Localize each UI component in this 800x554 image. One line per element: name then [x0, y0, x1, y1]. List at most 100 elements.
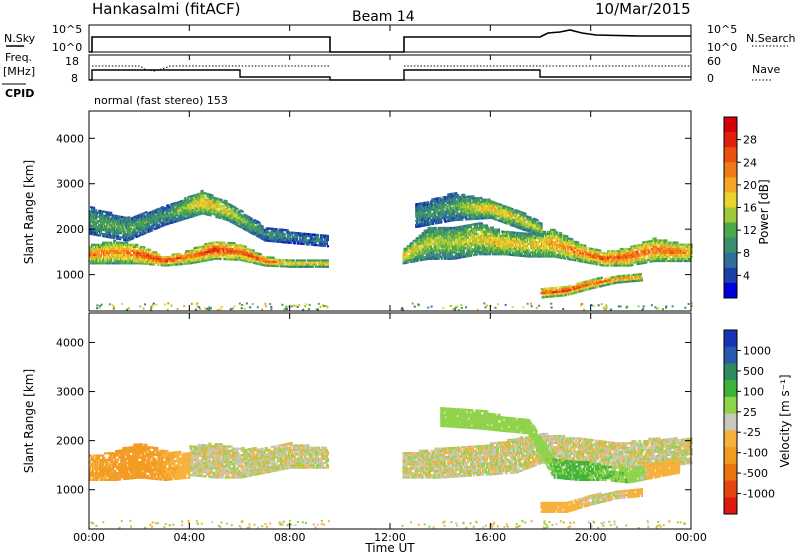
power-cell	[524, 238, 528, 241]
power-cell	[459, 242, 462, 245]
power-cell	[528, 232, 531, 236]
power-cell	[138, 260, 141, 263]
power-cell	[501, 230, 505, 233]
cpid-text: normal (fast stereo) 153	[94, 94, 228, 107]
power-cell	[112, 214, 115, 217]
power-cell	[109, 234, 112, 237]
power-cell	[160, 262, 163, 265]
power-cell	[143, 254, 146, 257]
power-cell	[486, 253, 489, 256]
power-cell	[452, 231, 455, 234]
power-cell	[92, 231, 95, 234]
power-cell	[101, 249, 104, 253]
power-cell	[448, 247, 451, 250]
power-cell	[438, 237, 441, 240]
power-cell	[239, 254, 242, 257]
power-cell	[189, 251, 192, 255]
power-cell	[480, 232, 483, 235]
power-cell	[208, 248, 211, 251]
power-cell	[179, 254, 182, 258]
power-cell	[268, 258, 271, 261]
power-cell	[471, 243, 474, 247]
power-cell	[491, 242, 494, 246]
power-cell	[288, 231, 291, 234]
power-cell	[528, 249, 531, 252]
power-cell	[245, 249, 248, 253]
power-cell	[558, 237, 561, 241]
power-cell	[311, 265, 314, 268]
power-cell	[468, 224, 471, 227]
power-cell	[283, 263, 286, 266]
power-cell	[167, 220, 170, 223]
power-cell	[234, 208, 237, 211]
power-cell	[154, 211, 157, 214]
power-cell	[110, 260, 113, 263]
power-cell	[216, 249, 219, 252]
power-cell	[157, 220, 160, 223]
power-cell	[577, 253, 580, 256]
power-cell	[205, 249, 208, 252]
power-cell	[158, 224, 161, 227]
power-cell	[160, 257, 163, 261]
power-cell	[434, 253, 437, 256]
power-cell	[287, 237, 290, 240]
power-cell	[434, 247, 437, 250]
power-cell	[411, 250, 414, 253]
power-cell	[426, 251, 429, 254]
power-cell	[493, 244, 496, 248]
power-cell	[219, 257, 222, 261]
power-cell	[183, 205, 186, 208]
power-cell	[476, 232, 479, 235]
power-cell	[296, 234, 299, 237]
power-cell	[522, 238, 526, 241]
power-cell	[571, 248, 574, 251]
power-cell	[588, 251, 591, 254]
power-cell	[547, 234, 550, 238]
power-cell	[91, 214, 94, 217]
power-cell	[143, 212, 146, 215]
power-cell	[436, 255, 439, 258]
power-cell	[94, 211, 97, 214]
power-cell	[96, 227, 99, 230]
power-cell	[252, 249, 255, 252]
power-cell	[140, 258, 143, 261]
power-cell	[443, 247, 446, 250]
power-cell	[108, 258, 111, 261]
power-cell	[480, 230, 483, 233]
power-cell	[258, 256, 261, 260]
power-cell	[217, 200, 220, 203]
power-cell	[130, 227, 133, 230]
power-cell	[526, 244, 529, 248]
power-cell	[545, 245, 548, 248]
power-cell	[422, 248, 425, 251]
power-cell	[216, 257, 219, 260]
power-cell	[585, 246, 588, 250]
power-cell	[460, 245, 463, 249]
power-cell	[97, 254, 100, 257]
power-cell	[512, 251, 516, 255]
power-cell	[131, 243, 134, 246]
freq-trace	[89, 69, 691, 81]
power-cell	[564, 236, 567, 240]
power-cell	[271, 233, 274, 237]
power-cell	[191, 257, 194, 260]
power-cell	[130, 225, 133, 228]
power-cell	[174, 216, 177, 219]
power-cell	[445, 235, 448, 238]
power-cell	[239, 246, 242, 249]
power-cell	[449, 226, 452, 230]
power-cell	[122, 245, 125, 248]
power-cell	[426, 239, 429, 242]
power-cell	[163, 264, 166, 267]
power-cell	[488, 249, 491, 252]
power-cell	[447, 226, 450, 230]
power-cell	[532, 236, 535, 240]
power-cell	[450, 253, 453, 256]
power-cell	[95, 223, 98, 226]
power-cell	[450, 243, 453, 246]
power-cell	[454, 240, 457, 244]
power-cell	[451, 255, 454, 258]
power-cell	[113, 237, 116, 240]
power-cell	[316, 233, 319, 237]
